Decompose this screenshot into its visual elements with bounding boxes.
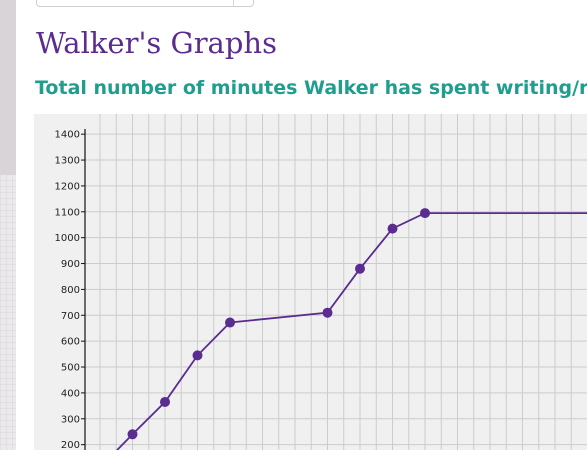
line-chart: 200 300 400 500 600 700 800 900 1000 1100 1200 1300… <box>55 114 587 450</box>
page-title: Walker's Graphs <box>36 26 277 60</box>
y-tick-label: 200 <box>61 440 80 450</box>
y-tick-label: 900 <box>61 259 80 270</box>
series-group <box>115 208 587 450</box>
y-tick-label: 1300 <box>55 156 80 167</box>
background-shade <box>0 0 16 175</box>
dropdown-divider <box>233 0 234 6</box>
page-background-strip <box>0 0 16 450</box>
vertical-gridlines <box>99 114 572 450</box>
y-tick-label: 300 <box>61 414 80 425</box>
main-content: Walker's Graphs Total number of minutes … <box>16 0 587 450</box>
chart-panel: 200 300 400 500 600 700 800 900 1000 1100 1200 1300… <box>34 114 587 450</box>
y-tick-label: 1200 <box>55 181 80 192</box>
y-tick-label: 600 <box>61 337 80 348</box>
y-tick-label: 1100 <box>55 207 80 218</box>
data-point <box>225 317 235 328</box>
y-tick-label: 1000 <box>55 233 80 244</box>
top-dropdown[interactable] <box>36 0 254 7</box>
y-tick-label: 500 <box>61 363 80 374</box>
horizontal-gridlines <box>85 133 587 446</box>
data-point <box>387 223 398 234</box>
y-tick-label: 700 <box>61 311 80 322</box>
data-point <box>322 307 333 318</box>
y-axis: 200 300 400 500 600 700 800 900 1000 1100 1200 1300… <box>55 129 86 450</box>
data-point <box>192 350 203 361</box>
series-line <box>115 212 587 450</box>
data-point <box>127 429 138 440</box>
y-tick-label: 1400 <box>55 130 80 141</box>
chart-subtitle: Total number of minutes Walker has spent… <box>35 77 587 99</box>
data-point <box>420 208 430 219</box>
y-tick-label: 800 <box>61 285 80 296</box>
y-tick-label: 400 <box>61 388 80 399</box>
data-point <box>160 396 170 407</box>
data-point <box>355 263 365 274</box>
